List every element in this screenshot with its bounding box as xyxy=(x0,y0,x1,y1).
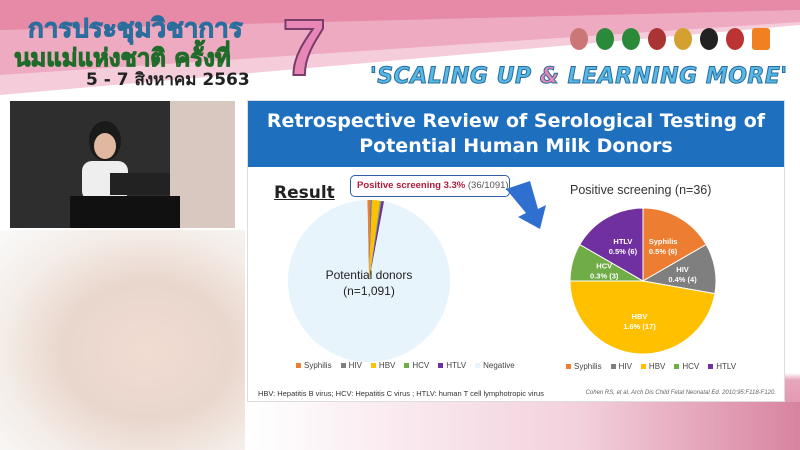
legend-item: Syphilis xyxy=(566,362,602,371)
conference-subtitle-thai: นมแม่แห่งชาติ ครั้งที่ xyxy=(14,44,232,73)
slice-label-value: 0.5% (6) xyxy=(609,247,638,256)
slice-label-value: 0.5% (6) xyxy=(649,247,678,256)
pie-slice-hbv xyxy=(569,280,716,355)
slice-label-name: HCV xyxy=(596,262,612,271)
presentation-slide: Retrospective Review of Serological Test… xyxy=(247,100,785,402)
arrow-icon xyxy=(506,181,546,229)
sponsor-logo xyxy=(700,28,718,50)
section-heading: Result xyxy=(274,183,335,203)
sponsor-logos xyxy=(570,28,770,50)
edition-number: 7 xyxy=(281,2,327,93)
slice-label-name: HBV xyxy=(632,312,648,321)
citation: Cohen RS, et al. Arch Dis Child Fetal Ne… xyxy=(585,390,776,396)
donors-pie-legend: Syphilis HIV HBV HCV HTLV Negative xyxy=(296,361,515,370)
legend-item: HTLV xyxy=(438,361,466,370)
decorative-footer xyxy=(247,402,800,450)
conference-title-thai: การประชุมวิชาการ xyxy=(28,14,244,45)
slice-label-value: 0.3% (3) xyxy=(590,272,619,281)
legend-item: HTLV xyxy=(708,362,736,371)
sponsor-logo xyxy=(622,28,640,50)
pie-center-sublabel: (n=1,091) xyxy=(343,284,395,298)
slice-label-name: HTLV xyxy=(613,237,632,246)
sponsor-logo xyxy=(648,28,666,50)
pie-slice-syphilis xyxy=(642,207,707,282)
legend-item: Negative xyxy=(475,361,515,370)
speaker-video xyxy=(10,101,235,228)
slide-title: Retrospective Review of Serological Test… xyxy=(248,101,784,167)
pie-slice-negative xyxy=(288,200,451,363)
abbreviation-footnote: HBV: Hepatitis B virus; HCV: Hepatitis C… xyxy=(258,389,544,398)
child-photo xyxy=(0,230,245,450)
slice-label-name: Syphilis xyxy=(649,237,678,246)
sponsor-logo xyxy=(726,28,744,50)
pie-slice-hbv xyxy=(369,200,380,281)
legend-item: HIV xyxy=(340,361,362,370)
positive-pie-title: Positive screening (n=36) xyxy=(570,183,712,197)
sponsor-logo xyxy=(570,28,588,50)
sponsor-logo xyxy=(752,28,770,50)
legend-item: HCV xyxy=(674,362,699,371)
positive-screening-callout: Positive screening 3.3% (36/1091) xyxy=(350,175,510,197)
slice-label-name: HIV xyxy=(676,265,689,274)
pie-slice-htlv xyxy=(579,207,644,282)
legend-item: HBV xyxy=(370,361,395,370)
pie-slice-hcv xyxy=(369,200,382,281)
slice-label-value: 1.6% (17) xyxy=(623,322,656,331)
sponsor-logo xyxy=(674,28,692,50)
pie-slice-htlv xyxy=(369,200,385,281)
slogan: 'SCALING UP & LEARNING MORE' xyxy=(370,64,788,90)
pie-slice-syphilis xyxy=(367,200,371,281)
pie-center-label: Potential donors xyxy=(326,268,413,282)
decorative-strip xyxy=(785,100,800,450)
sponsor-logo xyxy=(596,28,614,50)
conference-dates: 5 - 7 สิงหาคม 2563 xyxy=(86,70,250,90)
slice-label-value: 0.4% (4) xyxy=(668,275,697,284)
legend-item: HBV xyxy=(640,362,665,371)
legend-item: HIV xyxy=(610,362,632,371)
legend-item: Syphilis xyxy=(296,361,332,370)
pie-slice-hiv xyxy=(369,200,373,281)
legend-item: HCV xyxy=(404,361,429,370)
positive-pie-legend: Syphilis HIV HBV HCV HTLV xyxy=(566,362,736,371)
